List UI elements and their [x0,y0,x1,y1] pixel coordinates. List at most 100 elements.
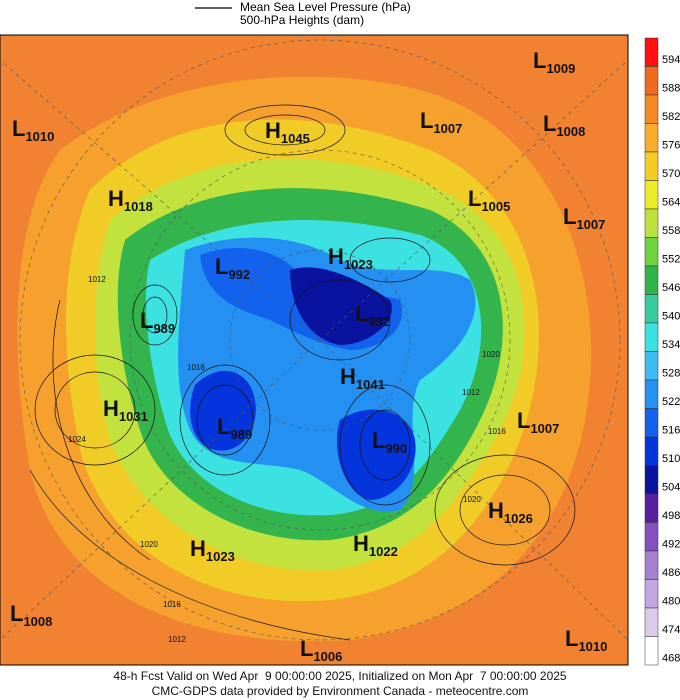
contour-label: 1024 [68,435,86,444]
colorbar-label: 486 [662,567,680,579]
colorbar: 594 588 582 576 570 564 558 552 546 540 534 528 522 5… [644,37,680,666]
center-type: H [353,531,369,556]
legend-text: 500-hPa Heights (dam) [240,13,364,27]
pressure-center: L1006 [300,636,342,665]
pressure-center: L1007 [517,408,559,437]
pressure-center: H1023 [328,244,373,273]
pressure-center: H1026 [488,498,533,527]
colorbar-label: 522 [662,396,680,408]
colorbar-label: 546 [662,282,680,294]
contour-label: 1016 [488,427,506,436]
contour-label: 1020 [463,495,481,504]
center-type: H [328,244,344,269]
center-value: 1041 [356,377,385,392]
center-type: L [533,48,546,73]
pressure-center: L1010 [12,116,54,145]
center-type: L [517,408,530,433]
footer-text: CMC-GDPS data provided by Environment Ca… [152,684,529,698]
colorbar-swatch [644,265,659,295]
center-type: L [10,601,23,626]
colorbar-swatch [644,436,659,466]
center-type: L [420,108,433,133]
center-type: L [12,116,25,141]
center-type: L [563,204,576,229]
center-value: 1008 [556,124,585,139]
colorbar-swatch [644,123,659,153]
colorbar-label: 576 [662,140,680,152]
pressure-center: H1018 [108,186,153,215]
footer-text: 48-h Fcst Valid on Wed Apr 9 00:00:00 20… [113,669,567,683]
center-type: L [355,301,368,326]
colorbar-swatch [644,379,659,409]
center-type: H [190,536,206,561]
center-value: 1023 [344,257,373,272]
pressure-center: H1031 [103,396,148,425]
colorbar-swatch [644,66,659,96]
contour-label: 1020 [140,540,158,549]
center-value: 1045 [281,131,310,146]
center-value: 1009 [546,61,575,76]
center-type: L [468,186,481,211]
center-value: 1006 [313,649,342,664]
colorbar-label: 480 [662,596,680,608]
colorbar-label: 474 [662,624,680,636]
colorbar-swatch [644,37,659,67]
center-value: 1010 [25,129,54,144]
center-value: 1018 [124,199,153,214]
contour-label: 1012 [462,388,480,397]
center-value: 1007 [576,217,605,232]
pressure-center: L1008 [10,601,52,630]
colorbar-swatch [644,237,659,267]
colorbar-label: 552 [662,254,680,266]
colorbar-label: 588 [662,83,680,95]
colorbar-swatch [644,151,659,181]
pressure-center: L992 [215,254,250,283]
pressure-center: H1045 [265,118,310,147]
colorbar-label: 528 [662,368,680,380]
center-value: 1007 [530,421,559,436]
center-type: H [108,186,124,211]
colorbar-swatch [644,208,659,238]
pressure-center: H1023 [190,536,235,565]
center-value: 1026 [504,511,533,526]
colorbar-swatch [644,322,659,352]
colorbar-label: 504 [662,482,680,494]
center-type: H [103,396,119,421]
contour-label: 1016 [187,363,205,372]
colorbar-swatch [644,94,659,124]
center-value: 1008 [23,614,52,629]
colorbar-swatch [644,522,659,552]
center-value: 1005 [481,199,510,214]
center-value: 1022 [369,544,398,559]
colorbar-label: 510 [662,453,680,465]
colorbar-swatch [644,351,659,381]
center-type: L [140,308,153,333]
colorbar-swatch [644,465,659,495]
legend-text: Mean Sea Level Pressure (hPa) [240,0,411,14]
center-type: H [340,364,356,389]
center-type: L [217,414,230,439]
pressure-center: L1008 [543,111,585,140]
colorbar-label: 492 [662,539,680,551]
contour-label: 1012 [168,635,186,644]
contour-label: 1016 [163,600,181,609]
center-value: 1031 [119,409,148,424]
colorbar-swatch [644,294,659,324]
pressure-center: L989 [140,308,175,337]
pressure-center: L1010 [565,626,607,655]
pressure-center: L1007 [563,204,605,233]
center-value: 989 [230,427,252,442]
colorbar-label: 498 [662,510,680,522]
pressure-center: H1022 [353,531,398,560]
colorbar-label: 564 [662,197,680,209]
pressure-center: L989 [217,414,252,443]
colorbar-swatch [644,180,659,210]
colorbar-swatch [644,579,659,609]
center-value: 1007 [433,121,462,136]
colorbar-label: 594 [662,54,680,66]
colorbar-label: 570 [662,168,680,180]
pressure-center: H1041 [340,364,385,393]
colorbar-label: 582 [662,111,680,123]
center-type: L [215,254,228,279]
colorbar-label: 558 [662,225,680,237]
